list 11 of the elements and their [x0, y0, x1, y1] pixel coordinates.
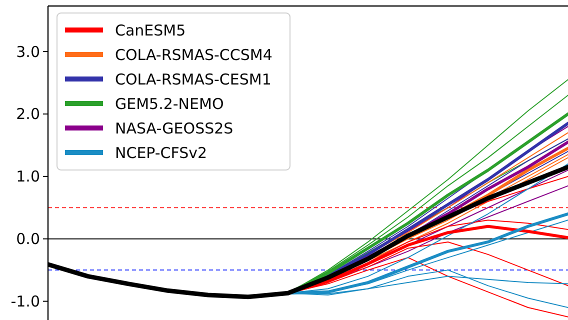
legend-label: NASA-GEOSS2S — [115, 119, 234, 138]
y-tick-label: 2.0 — [16, 105, 40, 124]
y-tick-label: 3.0 — [16, 42, 40, 61]
legend-label: CanESM5 — [115, 21, 186, 40]
legend-label: GEM5.2-NEMO — [115, 94, 224, 113]
y-tick-label: 0.0 — [16, 230, 40, 248]
legend-label: COLA-RSMAS-CESM1 — [115, 70, 272, 88]
y-tick-label: 1.0 — [16, 168, 40, 186]
legend-label: NCEP-CFSv2 — [115, 144, 208, 162]
legend-label: COLA-RSMAS-CCSM4 — [115, 46, 272, 64]
y-tick-label: -1.0 — [10, 292, 40, 311]
